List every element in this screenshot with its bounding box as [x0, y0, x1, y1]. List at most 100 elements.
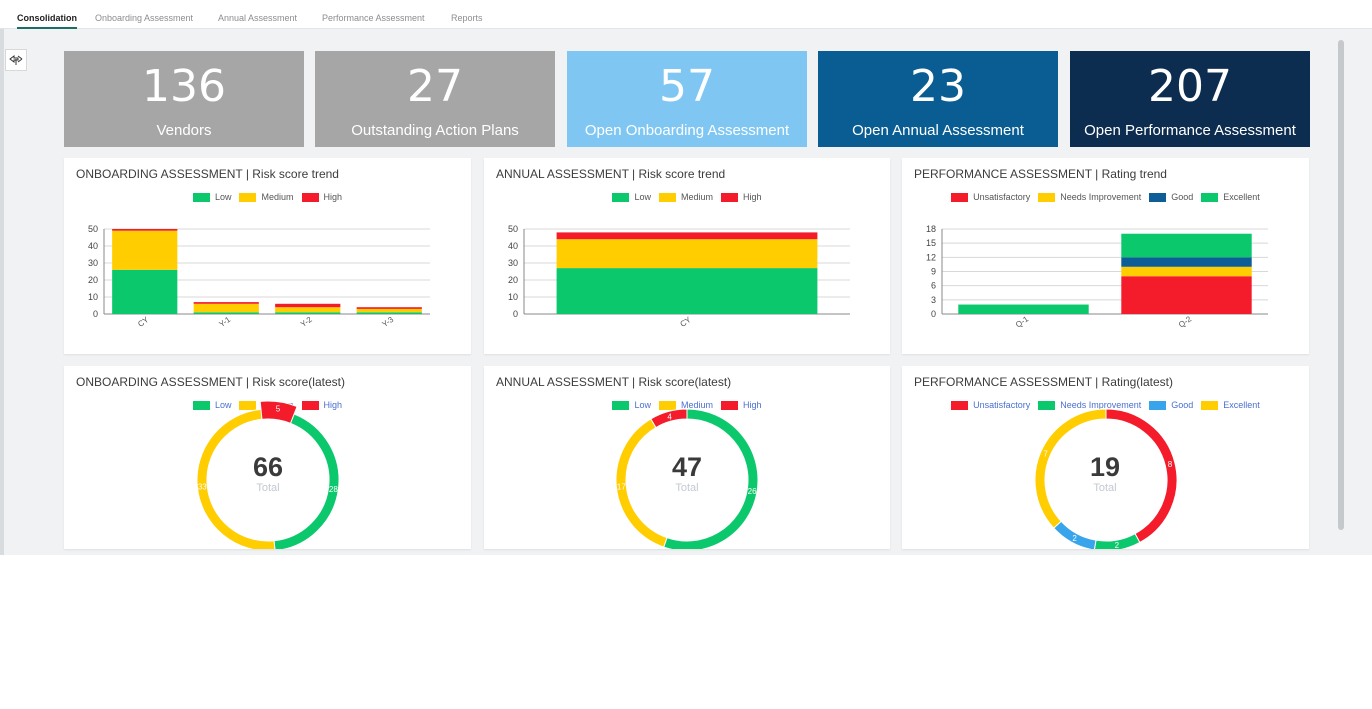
y-tick-label: 6 — [931, 281, 936, 291]
donut-total: 66 — [252, 452, 284, 482]
legend-item[interactable]: Low — [192, 400, 232, 410]
legend-item[interactable]: Excellent — [1201, 400, 1260, 410]
donut-slice[interactable] — [259, 400, 298, 424]
legend-item[interactable]: Excellent — [1201, 192, 1260, 202]
donut-value-label: 4 — [667, 412, 672, 421]
onboarding-trend-card: ONBOARDING ASSESSMENT | Risk score trend… — [64, 158, 471, 354]
legend-swatch — [1038, 400, 1056, 410]
bar-segment[interactable] — [958, 304, 1089, 314]
bar-segment[interactable] — [193, 302, 259, 304]
legend-item[interactable]: Good — [1149, 192, 1193, 202]
kpi-value: 57 — [659, 61, 715, 112]
bar-segment[interactable] — [1121, 266, 1252, 277]
legend-swatch — [951, 192, 969, 202]
legend-item[interactable]: High — [301, 400, 342, 410]
bar-segment[interactable] — [112, 229, 178, 231]
tab-performance-assessment[interactable]: Performance Assessment — [322, 13, 425, 23]
bar-segment[interactable] — [193, 303, 259, 313]
scrollbar[interactable] — [1338, 40, 1344, 530]
y-tick-label: 30 — [88, 258, 98, 268]
bar-segment[interactable] — [356, 312, 422, 314]
legend-item[interactable]: Unsatisfactory — [951, 192, 1030, 202]
legend-item[interactable]: Medium — [239, 192, 294, 202]
legend-item[interactable]: Low — [192, 192, 231, 202]
y-tick-label: 10 — [508, 292, 518, 302]
bar-segment[interactable] — [112, 269, 178, 314]
kpi-outstanding-action-plans[interactable]: 27 Outstanding Action Plans — [315, 51, 555, 147]
legend-swatch — [951, 400, 969, 410]
legend-swatch — [1201, 192, 1219, 202]
bar-segment[interactable] — [556, 239, 818, 269]
legend-label: Good — [1171, 192, 1194, 202]
legend-label: Excellent — [1223, 192, 1260, 202]
tab-consolidation[interactable]: Consolidation — [17, 0, 77, 29]
bar-segment[interactable] — [275, 307, 341, 313]
bar-segment[interactable] — [1121, 233, 1252, 258]
sidebar-toggle-icon — [9, 55, 23, 65]
legend-item[interactable]: Medium — [658, 400, 713, 410]
legend-label: High — [743, 192, 762, 202]
x-tick-label: Q-2 — [1177, 314, 1194, 329]
legend-swatch — [239, 400, 257, 410]
donut-value-label: 8 — [1168, 460, 1173, 469]
legend-swatch — [192, 400, 210, 410]
kpi-vendors[interactable]: 136 Vendors — [64, 51, 304, 147]
donut-value-label: 26 — [748, 487, 757, 496]
bar-segment[interactable] — [1121, 257, 1252, 267]
legend-item[interactable]: Medium — [658, 192, 713, 202]
bar-segment[interactable] — [356, 307, 422, 309]
legend-swatch — [1149, 400, 1167, 410]
kpi-open-onboarding-assessment[interactable]: 57 Open Onboarding Assessment — [567, 51, 807, 147]
legend-swatch — [721, 192, 738, 202]
bar-segment[interactable] — [275, 303, 341, 308]
donut-total: 47 — [671, 452, 703, 482]
bar-segment[interactable] — [556, 268, 818, 314]
legend-item[interactable]: High — [721, 400, 762, 410]
chart-legend: Low Medium High — [64, 192, 471, 202]
legend-item[interactable]: Needs Improvement — [1038, 400, 1141, 410]
card-title: ANNUAL ASSESSMENT | Risk score(latest) — [496, 375, 732, 389]
legend-item[interactable]: Needs Improvement — [1038, 192, 1141, 202]
kpi-open-annual-assessment[interactable]: 23 Open Annual Assessment — [818, 51, 1058, 147]
tab-reports[interactable]: Reports — [451, 13, 483, 23]
legend-item[interactable]: Good — [1149, 400, 1193, 410]
kpi-label: Open Performance Assessment — [1084, 122, 1296, 139]
x-tick-label: CY — [136, 315, 151, 329]
kpi-open-performance-assessment[interactable]: 207 Open Performance Assessment — [1070, 51, 1310, 147]
legend-swatch — [612, 192, 630, 202]
donut-slice[interactable] — [273, 413, 340, 549]
donut-value-label: 33 — [198, 483, 207, 492]
bar-segment[interactable] — [556, 232, 818, 240]
donut-slice[interactable] — [650, 408, 688, 429]
y-tick-label: 50 — [508, 224, 518, 234]
onboarding-trend-chart: 0 10 20 30 40 50 CY Y-1 Y-2 Y-3 — [88, 224, 430, 329]
y-tick-label: 50 — [88, 224, 98, 234]
bar-segment[interactable] — [193, 312, 259, 314]
tab-annual-assessment[interactable]: Annual Assessment — [218, 13, 298, 23]
tab-onboarding-assessment[interactable]: Onboarding Assessment — [95, 13, 194, 23]
legend-item[interactable]: Unsatisfactory — [951, 400, 1030, 410]
legend-item[interactable]: High — [301, 192, 342, 202]
kpi-label: Open Onboarding Assessment — [584, 122, 790, 139]
legend-label: Low — [214, 400, 232, 410]
legend-item[interactable]: High — [721, 192, 762, 202]
legend-swatch — [192, 192, 210, 202]
legend-swatch — [1201, 400, 1219, 410]
legend-item[interactable]: Low — [612, 400, 651, 410]
chart-legend: Unsatisfactory Needs Improvement Good Excel… — [902, 192, 1309, 202]
bar-segment[interactable] — [1121, 276, 1252, 314]
sidebar-toggle-button[interactable] — [5, 49, 27, 71]
y-tick-label: 18 — [926, 224, 936, 234]
donut-slice[interactable] — [1034, 408, 1107, 529]
bar-segment[interactable] — [356, 308, 422, 313]
legend-label: Good — [1171, 400, 1194, 410]
bar-segment[interactable] — [275, 312, 341, 314]
donut-center: 66 Total — [228, 452, 308, 494]
bar-segment[interactable] — [112, 230, 178, 270]
legend-item[interactable]: Low — [612, 192, 651, 202]
y-tick-label: 9 — [931, 267, 936, 277]
chart-legend: Low Medium High — [484, 192, 890, 202]
y-tick-label: 30 — [508, 258, 518, 268]
legend-label: Unsatisfactory — [973, 192, 1031, 202]
x-tick-label: Y-1 — [217, 315, 232, 329]
